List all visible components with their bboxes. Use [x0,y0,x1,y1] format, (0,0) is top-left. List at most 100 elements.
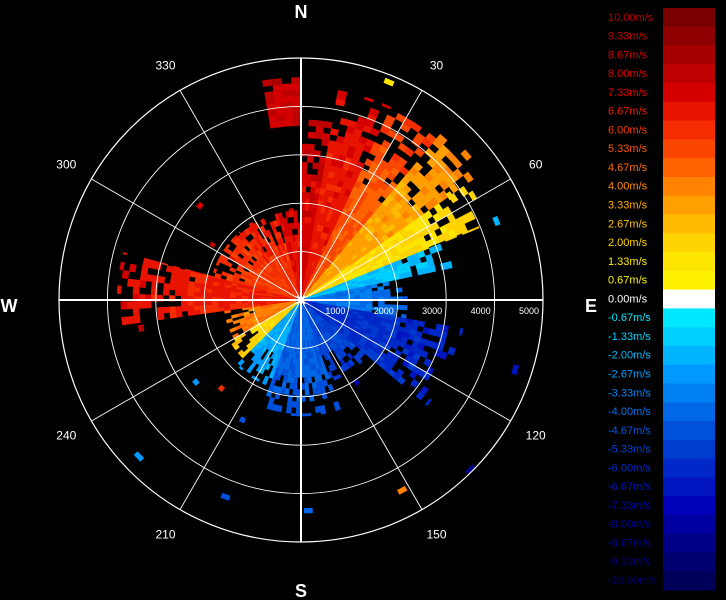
radar-gate [446,260,453,270]
radar-gate [450,235,458,240]
radar-gate [248,335,256,343]
radar-gate [310,186,317,194]
radar-gate [250,354,258,362]
radar-gate [169,306,176,313]
radar-gate [305,174,313,181]
range-tick-label: 4000 [471,306,491,316]
isolated-gate [133,451,145,462]
radar-gate [260,218,267,226]
colorbar-swatch [663,120,715,140]
colorbar-swatch [663,345,715,366]
radar-gate [175,311,183,318]
radar-gate [139,272,148,282]
radar-gate [162,288,170,296]
radar-gate [236,312,244,318]
radar-gate [132,308,140,317]
radar-gate [223,300,230,305]
colorbar-label: 1.33m/s [608,256,648,268]
radar-gate [291,95,302,102]
sector-nne-red [301,90,392,296]
radar-gate [282,89,293,97]
radar-gate [303,370,308,378]
radar-gate [353,295,361,299]
radar-gate [174,289,182,297]
colorbar-swatch [663,270,715,291]
colorbar-swatch [663,26,715,47]
radar-gate [368,107,380,117]
radar-gate [231,341,238,348]
radar-gate [466,210,476,222]
radar-gate [181,290,188,297]
radar-gate [312,387,318,396]
radar-gate [459,327,464,336]
colorbar-swatch [663,439,715,460]
radar-gate [261,380,267,386]
radar-gate [382,281,390,287]
colorbar-label: 4.00m/s [608,181,648,193]
radar-gate [366,300,373,304]
isolated-gate [445,191,455,201]
radar-gate [285,119,294,127]
radar-gate [410,378,420,388]
radar-gate [205,300,212,306]
radar-gate [434,243,443,253]
isolated-gate [492,215,501,227]
radar-gate [229,300,236,304]
radar-gate [292,388,298,396]
range-tick-label: 3000 [422,306,442,316]
radar-gate [187,305,195,312]
radar-gate [259,225,267,233]
radar-gate [399,317,408,324]
radar-gate [305,180,312,187]
sector-ene-cyan [305,243,453,300]
isolated-gate [397,485,408,495]
radar-gate [169,311,177,319]
colorbar-label: -8.00m/s [608,519,651,531]
radar-gate [307,143,315,151]
colorbar-label: -0.67m/s [608,312,651,324]
radial-line [300,299,423,510]
colorbar-swatch [663,233,715,253]
radar-gate [187,280,196,288]
radar-gate [144,301,152,309]
sector-north-far-red [262,77,302,129]
radar-gate [289,382,294,390]
radar-gate [415,391,426,401]
colorbar-label: 7.33m/s [608,87,648,99]
radar-gate [286,400,293,408]
radar-gate [285,406,292,414]
radar-gate [116,285,122,294]
radar-gate [213,268,218,274]
radar-gate [232,319,240,325]
radar-gate [460,149,472,162]
radar-gate [377,293,385,298]
radar-gate [211,300,218,305]
isolated-gate [209,241,216,248]
radar-gate [187,300,194,307]
radar-gate [235,302,243,307]
radial-line [91,178,302,301]
radar-gate [337,90,348,95]
colorbar-label: 8.00m/s [608,68,648,80]
isolated-gate [303,507,313,514]
radar-gate [143,257,151,262]
radial-line [91,299,302,422]
polar-labels: N E S W 30 60 120 150 210 240 300 330 1000 2000 30… [1,2,598,600]
radar-gate [205,304,213,310]
radar-gate [238,231,242,235]
radar-gate [133,279,141,288]
radar-gate [312,162,320,170]
azimuth-label: 240 [56,429,76,443]
range-tick-label: 1000 [325,306,345,316]
radar-gate [291,83,302,90]
colorbar-label: -2.00m/s [608,350,651,362]
azimuth-label: 300 [56,158,76,172]
colorbar-label: 0.00m/s [608,293,648,305]
radar-gate [126,301,134,310]
isolated-gate [238,416,247,424]
radar-gate [281,381,287,389]
colorbar-label: 0.67m/s [608,275,648,287]
radar-gate [175,306,183,313]
radar-gate [229,303,237,308]
radar-gate [275,108,286,116]
